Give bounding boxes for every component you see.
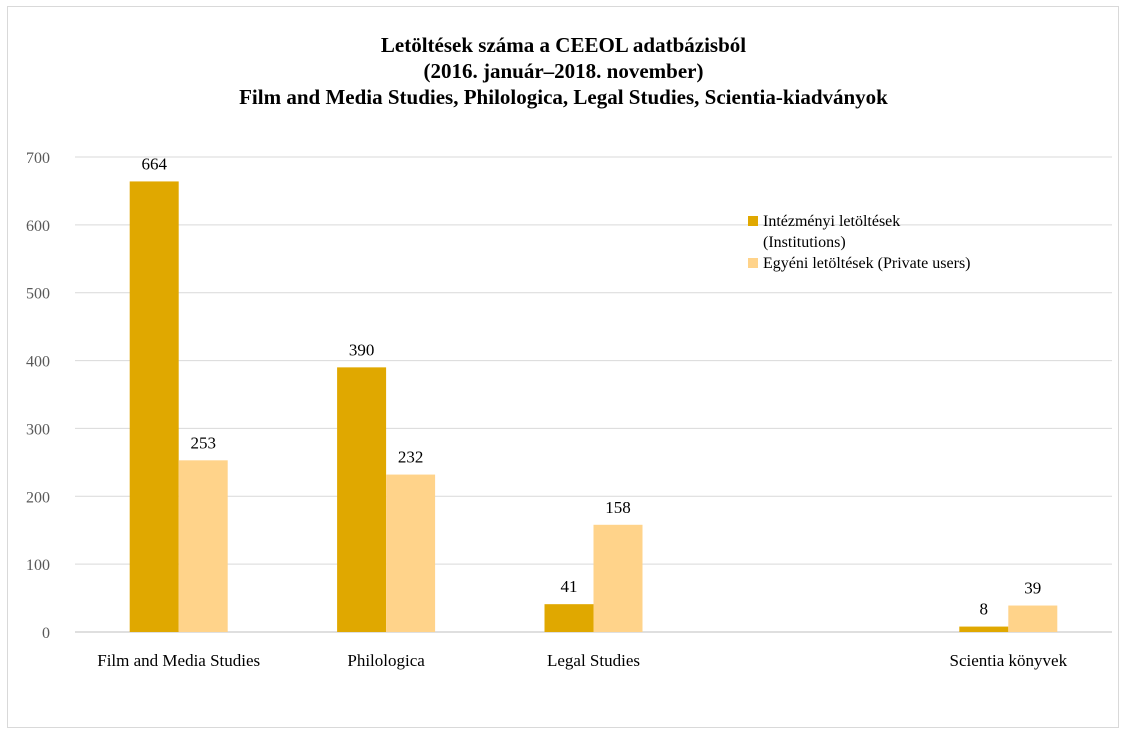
y-tick-label-100: 100 [26, 557, 50, 574]
chart-title-line-3: Film and Media Studies, Philologica, Leg… [239, 85, 888, 109]
legend-item-institutions: Intézményi letöltések (Institutions) [748, 211, 971, 253]
y-tick-label-500: 500 [26, 286, 50, 303]
bar-series1-cat4 [1008, 605, 1058, 632]
y-tick-label-200: 200 [26, 489, 50, 506]
data-label-series1-cat2: 158 [605, 498, 631, 517]
data-label-series0-cat4: 8 [980, 600, 989, 619]
x-category-label-2: Legal Studies [547, 651, 640, 670]
data-label-series1-cat0: 253 [190, 433, 216, 452]
bar-series1-cat2 [593, 524, 643, 632]
legend: Intézményi letöltések (Institutions) Egy… [748, 211, 971, 274]
y-tick-label-700: 700 [26, 150, 50, 167]
chart-title-line-1: Letöltések száma a CEEOL adatbázisból [380, 33, 747, 57]
data-label-series1-cat1: 232 [398, 448, 424, 467]
legend-label-private-users: Egyéni letöltések (Private users) [763, 255, 971, 272]
bar-series0-cat0 [129, 181, 179, 632]
legend-swatch-private-users [748, 258, 758, 268]
data-label-series0-cat1: 390 [349, 340, 375, 359]
y-tick-label-600: 600 [26, 218, 50, 235]
legend-swatch-institutions [748, 216, 758, 226]
data-label-series1-cat4: 39 [1024, 579, 1041, 598]
legend-item-private-users: Egyéni letöltések (Private users) [748, 253, 971, 274]
y-tick-label-0: 0 [42, 625, 50, 642]
y-tick-label-300: 300 [26, 421, 50, 438]
data-label-series0-cat0: 664 [141, 154, 167, 173]
chart-title: Letöltések száma a CEEOL adatbázisból (2… [0, 32, 1127, 110]
legend-label-institutions-line-1: Intézményi letöltések [763, 213, 901, 230]
x-category-label-1: Philologica [347, 651, 425, 670]
data-label-series0-cat2: 41 [561, 577, 578, 596]
bar-series0-cat1 [337, 367, 387, 632]
bar-series1-cat0 [178, 460, 228, 632]
y-tick-label-400: 400 [26, 354, 50, 371]
x-category-label-4: Scientia könyvek [950, 651, 1068, 670]
legend-label-institutions-line-2: (Institutions) [763, 234, 846, 251]
bar-series1-cat1 [386, 474, 436, 632]
chart-title-line-2: (2016. január–2018. november) [423, 59, 704, 83]
bar-series0-cat4 [959, 626, 1009, 632]
bar-series0-cat2 [544, 604, 594, 632]
x-category-label-0: Film and Media Studies [97, 651, 260, 670]
